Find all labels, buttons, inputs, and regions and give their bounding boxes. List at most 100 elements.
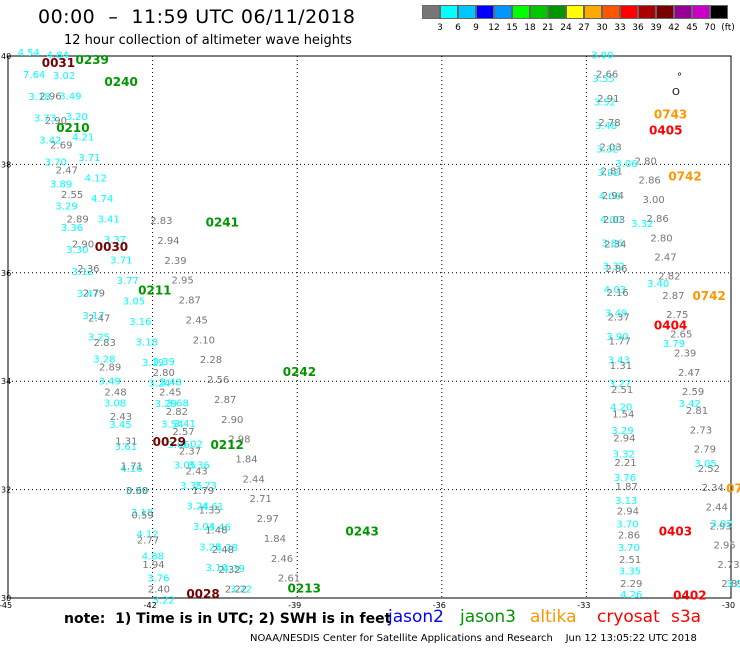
page-subtitle: 12 hour collection of altimeter wave hei…	[64, 33, 352, 48]
color-scale-label: 12	[488, 23, 500, 33]
swh-value: 3.12	[72, 267, 94, 278]
swh-value: 3.24	[148, 379, 170, 390]
swh-value: 3.49	[59, 92, 81, 103]
swh-value: 3.06	[615, 159, 637, 170]
color-scale-label: 42	[668, 23, 680, 33]
swh-value: 3.90	[591, 51, 613, 62]
swh-value: 2.87	[179, 296, 201, 307]
pass-time-label: 0212	[210, 438, 243, 452]
swh-value: 3.48	[160, 378, 182, 389]
swh-value: 3.18	[136, 338, 158, 349]
satellite-cryosat: cryosat	[597, 607, 660, 627]
swh-value: 3.70	[45, 157, 67, 168]
swh-value: 1.54	[612, 409, 634, 420]
swh-value: 1.79	[192, 486, 214, 497]
color-scale-swatch	[602, 5, 620, 19]
swh-value: 3.89	[50, 179, 72, 190]
latitude-label: 34	[1, 377, 11, 386]
swh-value: 4.12	[85, 174, 107, 185]
swh-value: 2.81	[686, 406, 708, 417]
color-scale-swatch	[422, 5, 440, 19]
swh-value: 2.28	[200, 355, 222, 366]
swh-value: 3.19	[142, 358, 164, 369]
color-scale-label: (ft)	[721, 23, 735, 33]
swh-value: 3.36	[188, 460, 210, 471]
swh-value: 3.35	[180, 481, 202, 492]
swh-value: 3.08	[104, 398, 126, 409]
swh-value: 3.29	[55, 201, 77, 212]
swh-value: 2.80	[153, 368, 175, 379]
swh-value: 2.73	[717, 560, 739, 571]
satellite-jason3: jason3	[460, 607, 516, 627]
pass-time-label: 0742	[668, 170, 701, 184]
swh-value: 3.39	[153, 357, 175, 368]
color-scale-label: 24	[560, 23, 572, 33]
swh-value: 2.95	[713, 541, 735, 552]
swh-value: 4.16	[120, 464, 142, 475]
swh-value: 2.34	[702, 483, 724, 494]
swh-value: 3.25	[199, 542, 221, 553]
swh-value: 3.18	[28, 92, 50, 103]
longitude-label: -30	[722, 601, 735, 610]
swh-value: 3.39	[126, 486, 148, 497]
swh-value: 4.12	[136, 530, 158, 541]
swh-value: 3.18	[131, 508, 153, 519]
longitude-label: -33	[577, 601, 590, 610]
swh-value: 2.83	[150, 216, 172, 227]
latitude-label: 30	[1, 594, 11, 603]
swh-value: 2.83	[94, 338, 116, 349]
swh-value: 1.31	[610, 361, 632, 372]
swh-value: 3.46	[209, 522, 231, 533]
swh-value: 3.79	[663, 339, 685, 350]
swh-value: 3.40	[647, 279, 669, 290]
swh-value: 4.21	[72, 133, 94, 144]
swh-value: 2.66	[596, 70, 618, 81]
color-scale-label: 36	[632, 23, 644, 33]
swh-value: 2.87	[662, 291, 684, 302]
longitude-label: -42	[144, 601, 157, 610]
swh-value: 3.16	[129, 317, 151, 328]
pass-time-label: 0029	[153, 435, 186, 449]
pass-time-label: 0742	[692, 289, 725, 303]
color-scale-swatch	[656, 5, 674, 19]
color-scale-swatch	[692, 5, 710, 19]
satellite-altika: altika	[530, 607, 577, 627]
swh-value: 2.86	[605, 264, 627, 275]
pass-time-label: 0213	[288, 582, 321, 596]
swh-value: 3.73	[34, 114, 56, 125]
island-marker: °	[677, 72, 682, 83]
swh-value: 3.28	[93, 355, 115, 366]
swh-value: 3.05	[123, 297, 145, 308]
swh-value: 1.94	[142, 560, 164, 571]
swh-value: 2.47	[678, 368, 700, 379]
color-scale-label: 27	[578, 23, 590, 33]
color-scale-label: 21	[542, 23, 554, 33]
swh-value: 2.47	[88, 313, 110, 324]
swh-value: 2.75	[666, 310, 688, 321]
latitude-label: 36	[1, 269, 11, 278]
swh-value: 3.32	[596, 144, 618, 155]
swh-value: 2.48	[212, 545, 234, 556]
swh-value: 4.26	[620, 590, 642, 601]
swh-value: 3.00	[642, 195, 664, 206]
color-scale-label: 30	[596, 23, 608, 33]
swh-value: 2.86	[618, 531, 640, 542]
longitude-label: -36	[433, 601, 446, 610]
swh-value: 2.78	[598, 118, 620, 129]
swh-value: 0.60	[126, 486, 148, 497]
pass-time-label: 0239	[75, 53, 108, 67]
swh-value: 3.42	[39, 136, 61, 147]
swh-value: 2.61	[278, 574, 300, 585]
color-scale-label: 39	[650, 23, 662, 33]
swh-value: 3.54	[161, 419, 183, 430]
swh-value: 2.40	[148, 585, 170, 596]
swh-value: 2.36	[77, 264, 99, 275]
swh-value: 3.29	[155, 399, 177, 410]
swh-value: 4.06	[599, 191, 621, 202]
color-scale-swatch	[440, 5, 458, 19]
swh-value: 3.06	[167, 440, 189, 451]
swh-value: 3.04	[193, 522, 215, 533]
color-scale-swatch	[674, 5, 692, 19]
swh-value: 3.55	[592, 74, 614, 85]
swh-value: 4.28	[216, 543, 238, 554]
